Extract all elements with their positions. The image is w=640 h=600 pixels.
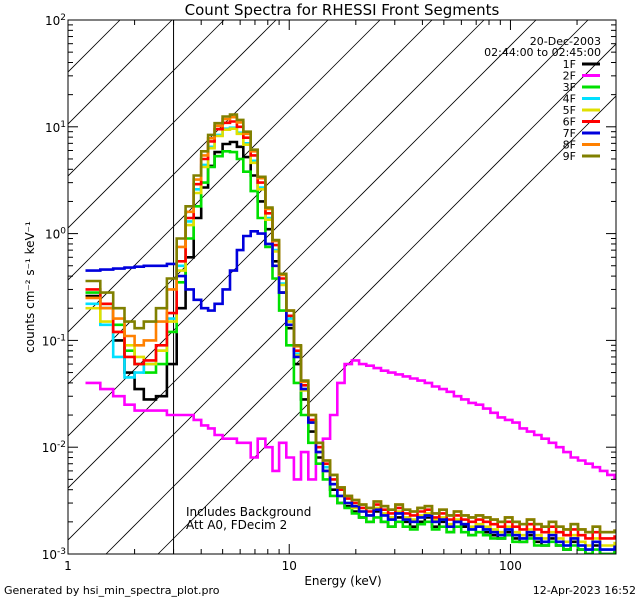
chart-title: Count Spectra for RHESSI Front Segments	[185, 1, 500, 19]
legend-label-3f: 3F	[563, 81, 576, 94]
legend-label-4f: 4F	[563, 93, 576, 106]
legend-label-7f: 7F	[563, 127, 576, 140]
axes: 1 10 100 10-3 10-2 10-1 100 101 102	[42, 13, 616, 573]
hatch-line	[68, 20, 329, 281]
plot-frame	[67, 19, 617, 555]
time-range-label: 02:44:00 to 02:45:00	[484, 46, 601, 59]
series-7f	[85, 230, 616, 551]
hatch-line	[157, 95, 616, 554]
legend-label-9f: 9F	[563, 150, 576, 163]
annotation-attenuator: Att A0, FDecim 2	[186, 518, 287, 532]
date-label: 20-Dec-2003	[530, 35, 601, 48]
legend-label-6f: 6F	[563, 116, 576, 129]
series-9f	[85, 113, 616, 534]
legend-label-8f: 8F	[563, 139, 576, 152]
y-tick-label: 100	[45, 227, 66, 242]
x-axis-label: Energy (keV)	[304, 574, 381, 588]
footer-timestamp: 12-Apr-2023 16:52	[533, 584, 636, 597]
hatch-line	[68, 20, 537, 489]
legend-label-2f: 2F	[563, 70, 576, 83]
hatch-line	[68, 20, 381, 333]
y-tick-label: 10-1	[42, 333, 66, 348]
series-layer	[85, 113, 616, 554]
x-tick-label: 100	[499, 559, 522, 573]
hatch-line	[68, 20, 589, 541]
hatch-line	[68, 20, 225, 177]
y-axis-label: counts cm⁻² s⁻¹ keV⁻¹	[23, 221, 37, 353]
hatch-line	[68, 20, 277, 229]
hatch-line	[68, 20, 433, 385]
hatch-line	[105, 43, 616, 554]
y-tick-label: 102	[45, 13, 66, 28]
legend-label-1f: 1F	[563, 58, 576, 71]
hatched-region	[68, 20, 616, 554]
y-tick-label: 10-3	[42, 547, 66, 562]
x-tick-label: 10	[282, 559, 297, 573]
annotation-background: Includes Background	[186, 505, 311, 519]
legend-label-5f: 5F	[563, 104, 576, 117]
x-tick-label: 1	[64, 559, 72, 573]
hatch-line	[68, 20, 485, 437]
y-tick-label: 10-2	[42, 440, 66, 455]
footer-generated-by: Generated by hsi_min_spectra_plot.pro	[4, 584, 220, 597]
y-tick-label: 101	[45, 120, 66, 135]
series-2f	[85, 359, 616, 481]
hatch-line	[68, 20, 173, 125]
series-6f	[85, 120, 616, 540]
